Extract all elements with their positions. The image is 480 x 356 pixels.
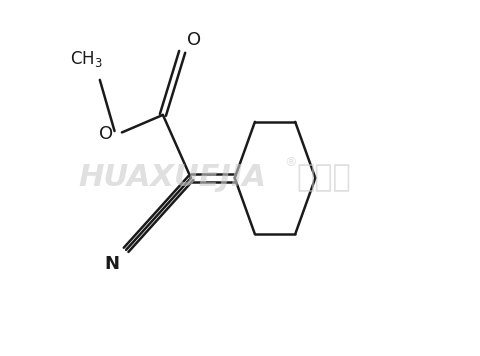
- Text: 化学加: 化学加: [296, 163, 351, 193]
- Text: O: O: [99, 125, 113, 143]
- Text: O: O: [187, 31, 202, 48]
- Text: ®: ®: [285, 156, 297, 169]
- Text: HUAXUEJIA: HUAXUEJIA: [79, 163, 267, 193]
- Text: CH$_3$: CH$_3$: [70, 49, 103, 69]
- Text: N: N: [105, 255, 120, 273]
